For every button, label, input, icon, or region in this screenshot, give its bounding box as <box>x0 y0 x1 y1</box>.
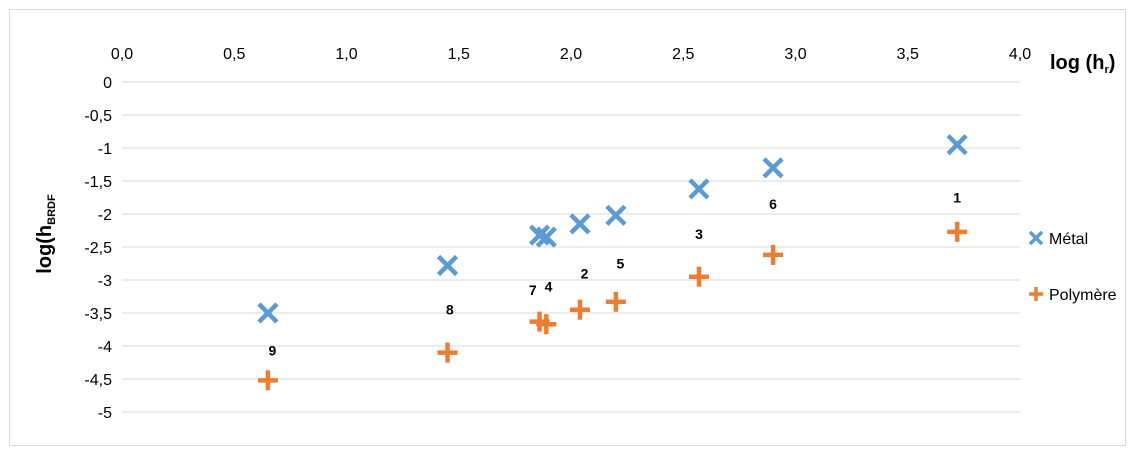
legend-label-metal: Métal <box>1049 231 1088 248</box>
metal-point-marker <box>257 302 279 324</box>
metal-point-marker <box>688 178 710 200</box>
tick-labels: 0 -0,5 -1 -1,5 -2 -2,5 -3 -3,5 -4 -4,5 -5 0,0 0,5 1,0… <box>84 46 1031 422</box>
point-label: 8 <box>446 302 454 318</box>
chart-frame: 0 -0,5 -1 -1,5 -2 -2,5 -3 -3,5 -4 -4,5 -5 0,0 0,5 1,0… <box>9 9 1126 446</box>
y-tick-label: 0 <box>103 75 112 92</box>
legend-marker-metal <box>1028 230 1044 246</box>
polymere-point-marker <box>257 370 278 391</box>
point-label: 6 <box>769 196 777 212</box>
x-axis-title: log (hr) <box>1050 52 1115 76</box>
x-tick-label: 4,0 <box>1009 46 1031 63</box>
point-label: 2 <box>581 265 589 281</box>
y-tick-label: -3 <box>98 273 112 290</box>
metal-point-marker <box>535 226 557 248</box>
point-label: 4 <box>545 279 553 295</box>
x-tick-label: 2,0 <box>560 46 582 63</box>
legend-marker-polymere <box>1029 287 1043 301</box>
y-tick-label: -2,5 <box>84 240 112 257</box>
x-tick-label: 0,5 <box>223 46 245 63</box>
point-label: 1 <box>953 190 961 206</box>
polymere-point-marker <box>437 342 458 363</box>
y-tick-label: -5 <box>98 405 112 422</box>
polymere-point-marker <box>688 266 709 287</box>
y-tick-label: -1,5 <box>84 174 112 191</box>
x-tick-label: 3,5 <box>897 46 919 63</box>
legend: Métal Polymère <box>1028 230 1117 304</box>
y-tick-label: -2 <box>98 207 112 224</box>
polymere-point-marker <box>947 221 968 242</box>
x-tick-label: 2,5 <box>672 46 694 63</box>
point-label: 5 <box>616 256 624 272</box>
data-points <box>257 134 968 391</box>
x-tick-label: 0,0 <box>111 46 133 63</box>
y-tick-label: -4,5 <box>84 372 112 389</box>
metal-point-marker <box>605 204 627 226</box>
polymere-point-marker <box>569 299 590 320</box>
legend-label-polymere: Polymère <box>1049 287 1117 304</box>
metal-point-marker <box>528 224 551 246</box>
metal-point-marker <box>436 254 459 277</box>
point-label: 7 <box>529 282 537 298</box>
x-tick-label: 3,0 <box>784 46 806 63</box>
point-label: 9 <box>269 343 277 359</box>
polymere-point-marker <box>605 291 626 312</box>
metal-point-marker <box>569 213 591 235</box>
polymere-point-marker <box>763 244 784 265</box>
y-tick-label: -4 <box>98 339 112 356</box>
x-tick-label: 1,5 <box>448 46 470 63</box>
y-axis-title: log(hBRDF <box>34 194 58 274</box>
gridlines <box>122 81 1020 413</box>
y-tick-label: -1 <box>98 141 112 158</box>
metal-point-marker <box>946 134 968 156</box>
y-tick-label: -3,5 <box>84 306 112 323</box>
point-labels: 1 2 3 4 5 6 7 8 9 <box>269 190 962 359</box>
polymere-point-marker <box>529 311 550 332</box>
metal-point-marker <box>762 157 784 179</box>
x-tick-label: 1,0 <box>335 46 357 63</box>
point-label: 3 <box>695 226 703 242</box>
scatter-chart: 0 -0,5 -1 -1,5 -2 -2,5 -3 -3,5 -4 -4,5 -5 0,0 0,5 1,0… <box>34 46 1117 422</box>
y-tick-label: -0,5 <box>84 108 112 125</box>
